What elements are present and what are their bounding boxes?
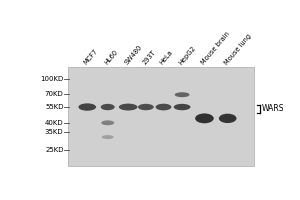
- Ellipse shape: [138, 104, 154, 110]
- Ellipse shape: [219, 114, 236, 123]
- Ellipse shape: [101, 104, 115, 110]
- Text: 25KD: 25KD: [45, 147, 64, 153]
- Ellipse shape: [174, 104, 190, 110]
- Text: 100KD: 100KD: [40, 76, 64, 82]
- Text: 35KD: 35KD: [45, 129, 64, 135]
- Text: 55KD: 55KD: [45, 104, 64, 110]
- Ellipse shape: [175, 92, 190, 97]
- Text: HepG2: HepG2: [178, 44, 197, 66]
- Ellipse shape: [119, 104, 137, 110]
- Text: Mouse lung: Mouse lung: [223, 33, 252, 66]
- Text: 70KD: 70KD: [45, 91, 64, 97]
- Text: MCF7: MCF7: [83, 48, 99, 66]
- Ellipse shape: [78, 103, 96, 111]
- Text: HeLa: HeLa: [159, 49, 174, 66]
- Ellipse shape: [195, 113, 214, 123]
- FancyBboxPatch shape: [68, 67, 254, 166]
- Text: Mouse brain: Mouse brain: [200, 30, 231, 66]
- Text: 40KD: 40KD: [45, 120, 64, 126]
- Ellipse shape: [156, 104, 171, 110]
- Ellipse shape: [102, 135, 114, 139]
- Ellipse shape: [101, 120, 114, 125]
- Text: SW480: SW480: [124, 44, 143, 66]
- Text: HL60: HL60: [103, 49, 118, 66]
- Text: 293T: 293T: [141, 49, 157, 66]
- Text: WARS: WARS: [261, 104, 284, 113]
